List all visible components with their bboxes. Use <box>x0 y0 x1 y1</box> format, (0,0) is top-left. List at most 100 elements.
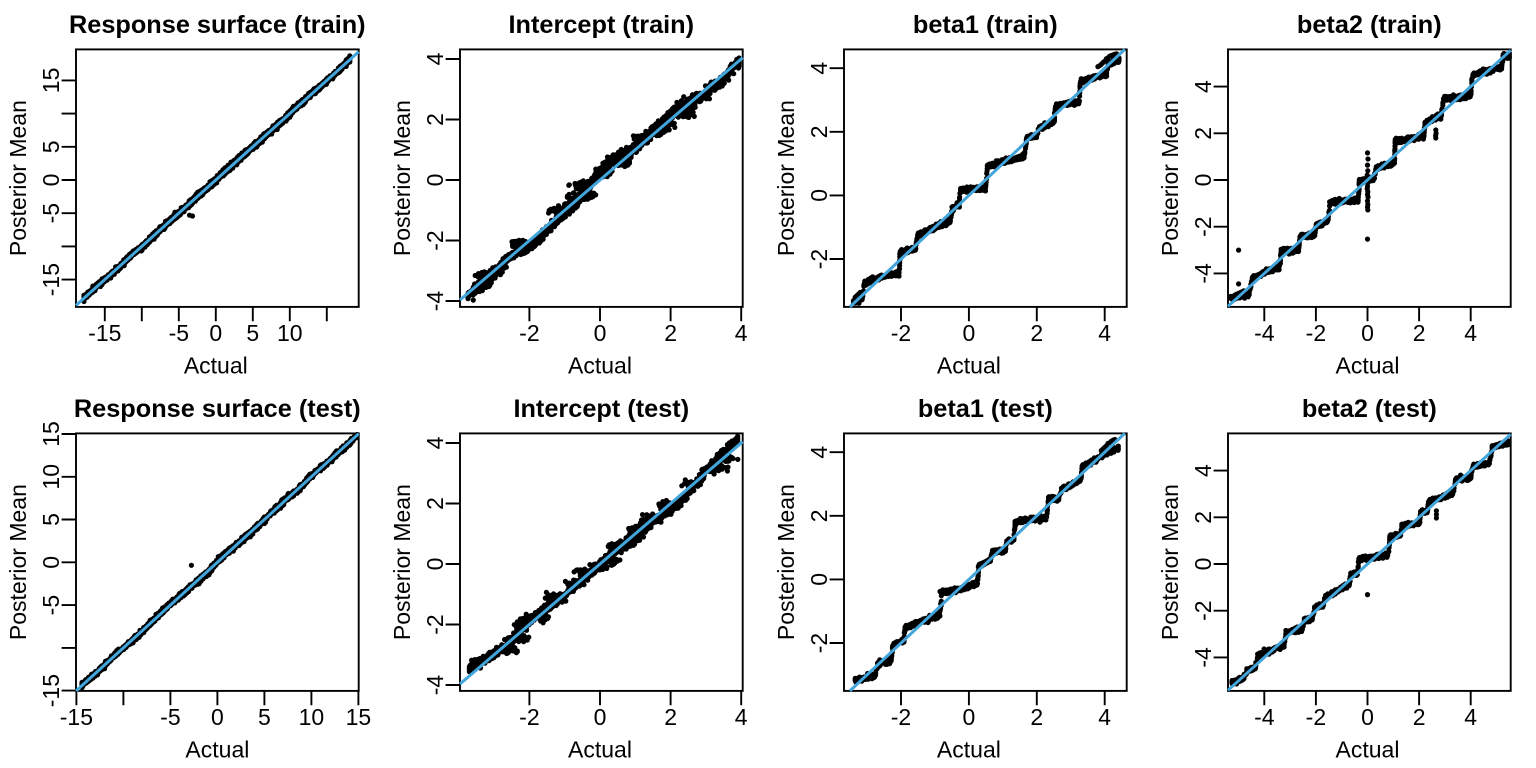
svg-text:-15: -15 <box>60 704 93 730</box>
svg-text:0: 0 <box>1190 174 1216 187</box>
svg-text:Response surface (test): Response surface (test) <box>74 395 361 423</box>
svg-text:0: 0 <box>963 320 976 346</box>
svg-text:10: 10 <box>277 320 303 346</box>
svg-text:-2: -2 <box>806 633 832 653</box>
svg-text:Actual: Actual <box>184 352 248 378</box>
svg-text:15: 15 <box>38 421 64 447</box>
svg-text:Actual: Actual <box>1336 352 1400 378</box>
svg-text:0: 0 <box>1361 320 1374 346</box>
svg-text:10: 10 <box>38 464 64 490</box>
svg-text:-4: -4 <box>422 291 448 312</box>
svg-text:2: 2 <box>422 497 448 510</box>
svg-text:-5: -5 <box>38 203 64 223</box>
svg-text:-5: -5 <box>169 320 189 346</box>
svg-text:0: 0 <box>806 189 832 202</box>
svg-text:Actual: Actual <box>937 352 1001 378</box>
svg-text:Actual: Actual <box>568 352 632 378</box>
svg-text:-2: -2 <box>1306 320 1326 346</box>
svg-text:beta1 (test): beta1 (test) <box>918 395 1053 423</box>
svg-text:Posterior Mean: Posterior Mean <box>389 484 415 640</box>
svg-text:-2: -2 <box>1190 216 1216 236</box>
svg-text:Actual: Actual <box>568 736 632 762</box>
svg-text:-2: -2 <box>422 230 448 250</box>
svg-text:-2: -2 <box>891 704 911 730</box>
svg-text:0: 0 <box>1190 558 1216 571</box>
svg-text:2: 2 <box>422 113 448 126</box>
svg-text:beta2 (test): beta2 (test) <box>1302 395 1437 423</box>
svg-text:5: 5 <box>38 513 64 526</box>
svg-text:4: 4 <box>1098 320 1111 346</box>
svg-text:-2: -2 <box>519 704 539 730</box>
svg-text:2: 2 <box>1030 320 1043 346</box>
svg-text:-5: -5 <box>160 704 180 730</box>
svg-text:0: 0 <box>422 174 448 187</box>
svg-text:-15: -15 <box>38 263 64 296</box>
svg-text:Posterior Mean: Posterior Mean <box>5 484 31 640</box>
svg-text:Response surface (train): Response surface (train) <box>69 11 366 39</box>
svg-text:-4: -4 <box>1190 647 1216 668</box>
svg-text:2: 2 <box>1190 511 1216 524</box>
svg-text:Actual: Actual <box>1336 736 1400 762</box>
svg-text:-2: -2 <box>422 614 448 634</box>
svg-text:-2: -2 <box>1190 600 1216 620</box>
svg-text:2: 2 <box>664 704 677 730</box>
svg-text:-2: -2 <box>519 320 539 346</box>
svg-text:-5: -5 <box>38 595 64 615</box>
svg-text:2: 2 <box>1190 127 1216 140</box>
svg-text:2: 2 <box>806 509 832 522</box>
svg-text:Posterior Mean: Posterior Mean <box>1157 100 1183 256</box>
svg-text:4: 4 <box>1464 320 1477 346</box>
svg-text:5: 5 <box>38 140 64 153</box>
svg-text:Intercept (test): Intercept (test) <box>513 395 689 423</box>
svg-text:0: 0 <box>806 573 832 586</box>
svg-text:beta2 (train): beta2 (train) <box>1297 11 1442 39</box>
svg-text:0: 0 <box>963 704 976 730</box>
svg-text:4: 4 <box>1190 464 1216 477</box>
svg-text:0: 0 <box>211 704 224 730</box>
svg-text:5: 5 <box>246 320 259 346</box>
svg-text:-4: -4 <box>1254 320 1275 346</box>
svg-text:-15: -15 <box>88 320 121 346</box>
svg-text:Posterior Mean: Posterior Mean <box>389 100 415 256</box>
svg-text:Intercept (train): Intercept (train) <box>509 11 695 39</box>
svg-text:4: 4 <box>806 62 832 75</box>
svg-text:2: 2 <box>806 125 832 138</box>
svg-text:15: 15 <box>346 704 372 730</box>
svg-text:-15: -15 <box>38 674 64 707</box>
svg-text:beta1 (train): beta1 (train) <box>913 11 1058 39</box>
svg-text:2: 2 <box>1413 320 1426 346</box>
svg-text:-2: -2 <box>806 249 832 269</box>
svg-text:4: 4 <box>1190 80 1216 93</box>
svg-text:4: 4 <box>735 320 748 346</box>
svg-text:Actual: Actual <box>937 736 1001 762</box>
svg-text:0: 0 <box>594 320 607 346</box>
svg-text:-4: -4 <box>422 675 448 696</box>
svg-text:4: 4 <box>735 704 748 730</box>
svg-text:-4: -4 <box>1190 263 1216 284</box>
svg-text:4: 4 <box>1098 704 1111 730</box>
svg-text:0: 0 <box>38 174 64 187</box>
svg-text:0: 0 <box>209 320 222 346</box>
svg-text:0: 0 <box>38 556 64 569</box>
svg-text:15: 15 <box>38 68 64 94</box>
svg-text:0: 0 <box>1361 704 1374 730</box>
svg-text:Posterior Mean: Posterior Mean <box>773 484 799 640</box>
svg-text:-4: -4 <box>1254 704 1275 730</box>
svg-text:Posterior Mean: Posterior Mean <box>5 100 31 256</box>
svg-text:Posterior Mean: Posterior Mean <box>1157 484 1183 640</box>
svg-text:Posterior Mean: Posterior Mean <box>773 100 799 256</box>
svg-text:4: 4 <box>806 446 832 459</box>
svg-text:Actual: Actual <box>185 736 249 762</box>
svg-text:0: 0 <box>594 704 607 730</box>
svg-text:-2: -2 <box>891 320 911 346</box>
svg-text:4: 4 <box>1464 704 1477 730</box>
svg-text:10: 10 <box>299 704 325 730</box>
svg-text:2: 2 <box>1030 704 1043 730</box>
svg-text:2: 2 <box>1413 704 1426 730</box>
svg-text:2: 2 <box>664 320 677 346</box>
svg-text:5: 5 <box>258 704 271 730</box>
svg-text:0: 0 <box>422 558 448 571</box>
svg-text:-2: -2 <box>1306 704 1326 730</box>
svg-text:4: 4 <box>422 436 448 449</box>
svg-text:4: 4 <box>422 52 448 65</box>
